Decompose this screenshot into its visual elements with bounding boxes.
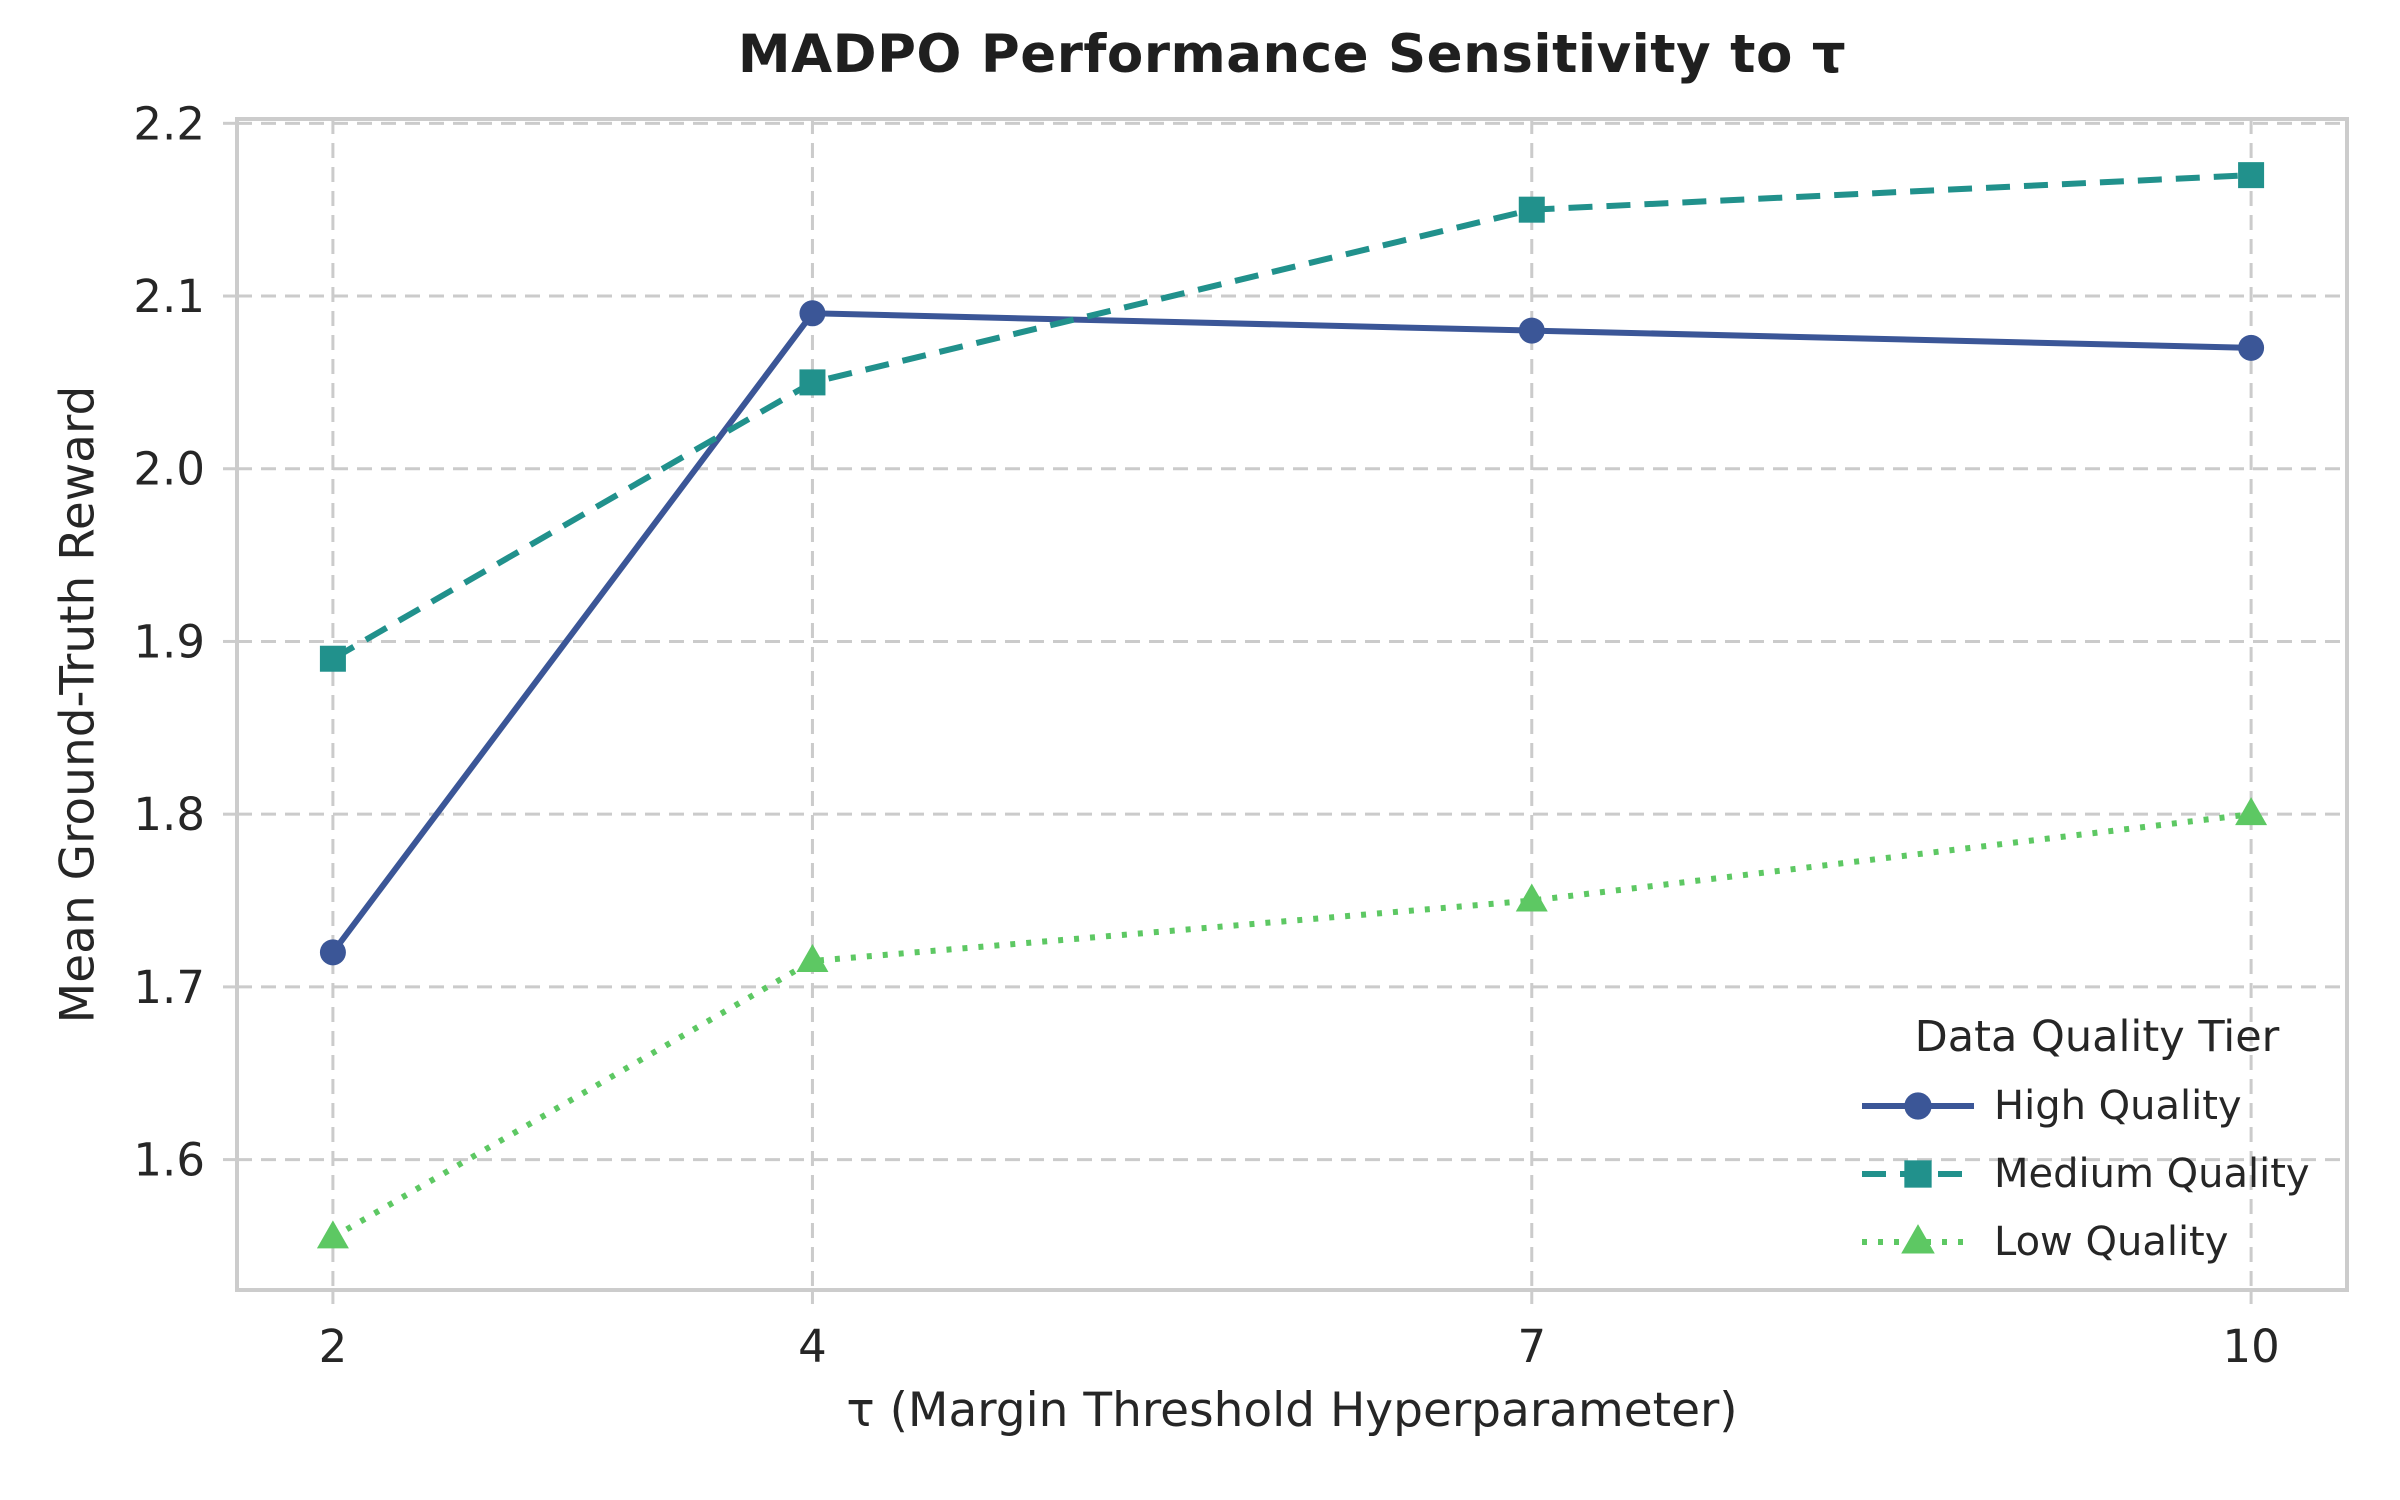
marker-square (319, 645, 346, 672)
marker-triangle (796, 943, 829, 972)
y-tick-label: 1.9 (133, 615, 205, 668)
legend: Data Quality Tier High Quality Medium Qu… (1858, 1012, 2336, 1276)
x-axis-label: τ (Margin Threshold Hyperparameter) (846, 1383, 1738, 1438)
series-line-medium-quality (331, 172, 2252, 662)
x-tick-label: 2 (319, 1320, 348, 1373)
marker-triangle (1515, 883, 1548, 912)
series-line-high-quality (330, 310, 2252, 955)
y-axis-label-box: Mean Ground-Truth Reward (0, 119, 156, 1290)
legend-item-low-quality: Low Quality (1858, 1208, 2336, 1276)
marker-square (799, 369, 826, 396)
legend-item-high-quality: High Quality (1858, 1072, 2336, 1140)
series-medium-quality (319, 162, 2265, 672)
x-tick-label: 4 (798, 1320, 827, 1373)
legend-handle-line-square-icon (1862, 1160, 1974, 1188)
y-tick-label: 2.2 (133, 97, 205, 150)
legend-item-medium-quality: Medium Quality (1858, 1140, 2336, 1208)
legend-label: Medium Quality (1994, 1151, 2310, 1197)
axes-frame (235, 117, 2349, 1292)
tick-marks (223, 121, 2253, 1304)
y-tick-label: 1.8 (133, 788, 205, 841)
legend-title: Data Quality Tier (1914, 1012, 2280, 1062)
series-line-low-quality (331, 811, 2252, 1240)
tick-labels: 1.6 1.7 1.8 1.9 2.0 2.1 2.2 2 4 7 10 (133, 97, 2279, 1373)
y-tick-label: 2.1 (133, 270, 205, 323)
marker-square (1518, 196, 1545, 223)
x-tick-label: 10 (2222, 1320, 2279, 1373)
marker-triangle (2235, 797, 2268, 826)
marker-circle (2238, 334, 2265, 361)
y-tick-label: 1.6 (133, 1134, 205, 1187)
legend-handle-line-triangle-icon (1862, 1224, 1974, 1254)
marker-square (1904, 1160, 1932, 1188)
marker-circle (799, 300, 826, 327)
marker-triangle (316, 1220, 349, 1249)
x-tick-label: 7 (1517, 1320, 1546, 1373)
y-axis-label: Mean Ground-Truth Reward (50, 385, 106, 1024)
legend-label: High Quality (1994, 1083, 2242, 1129)
marker-circle (319, 939, 346, 966)
legend-label: Low Quality (1994, 1219, 2229, 1265)
y-tick-label: 1.7 (133, 961, 205, 1014)
marker-triangle (1901, 1224, 1935, 1254)
chart-title: MADPO Performance Sensitivity to τ (737, 24, 1847, 85)
y-tick-label: 2.0 (133, 443, 205, 496)
marker-circle (1518, 317, 1545, 344)
marker-circle (1904, 1092, 1932, 1120)
marker-square (2238, 162, 2265, 189)
series-high-quality (319, 300, 2265, 966)
grid (237, 119, 2347, 1290)
legend-handle-line-circle-icon (1862, 1092, 1974, 1120)
series-low-quality (316, 797, 2268, 1249)
